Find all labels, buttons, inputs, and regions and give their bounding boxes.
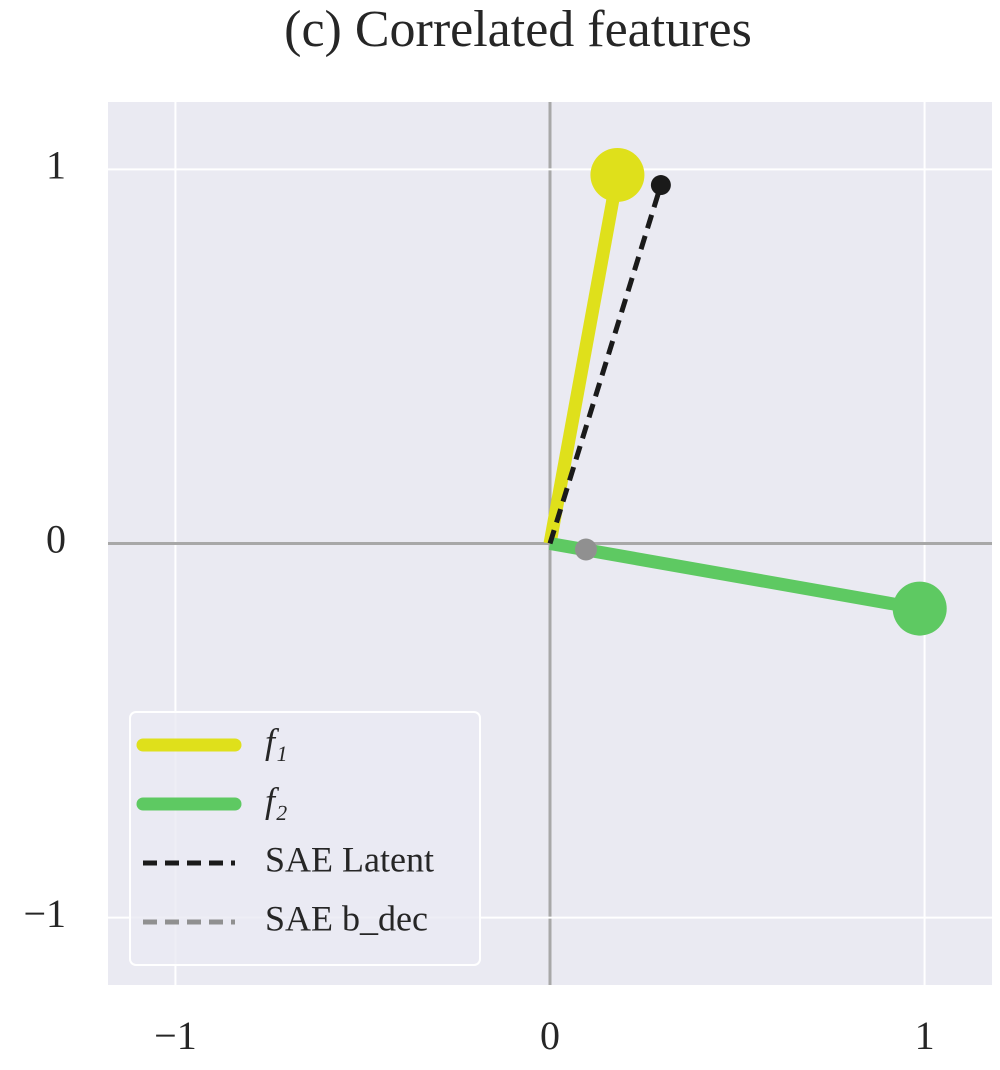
legend: f₁ f₂ SAE Latent SAE b_dec — [129, 711, 481, 966]
legend-label: f₂ — [265, 780, 288, 820]
endpoint-marker — [650, 175, 671, 196]
endpoint-marker — [892, 581, 947, 636]
x-tick-label: 1 — [915, 1013, 935, 1058]
x-tick-label: 0 — [540, 1013, 560, 1058]
chart-title: (c) Correlated features — [284, 1, 752, 58]
y-tick-label: 0 — [46, 517, 66, 562]
endpoint-marker — [590, 147, 645, 202]
endpoint-marker — [574, 538, 597, 561]
x-tick-label: −1 — [154, 1013, 197, 1058]
legend-box — [129, 711, 481, 966]
y-tick-label: 1 — [46, 143, 66, 188]
series-line — [543, 173, 624, 545]
legend-label: SAE Latent — [265, 839, 434, 879]
series-line — [547, 184, 664, 545]
legend-label: f₁ — [265, 721, 288, 761]
legend-label: SAE b_dec — [265, 898, 428, 938]
y-tick-label: −1 — [23, 891, 66, 936]
series-line — [548, 537, 921, 616]
